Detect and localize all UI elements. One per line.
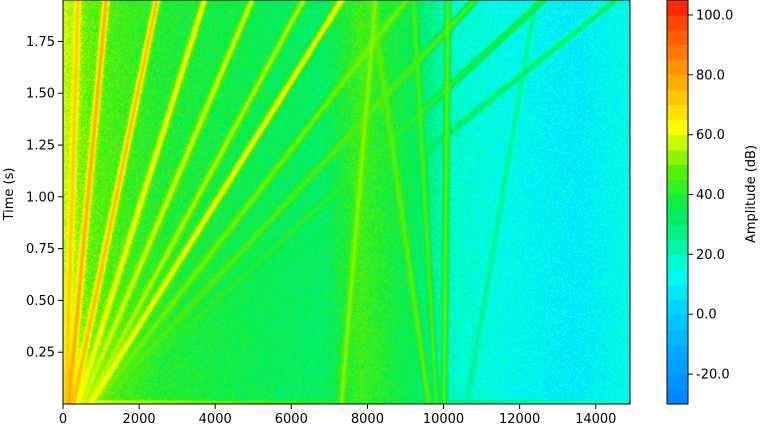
colorbar: -20.0 0.0 20.0 40.0 60.0 80.0 100.0 Amplitude …	[666, 0, 759, 405]
colorbar-gradient	[667, 0, 688, 404]
x-tick-label: 8000	[351, 412, 384, 427]
colorbar-frame	[666, 0, 689, 405]
colorbar-tick-label: 20.0	[696, 248, 725, 263]
y-tick-label: 0.75	[26, 242, 55, 257]
y-tick-label: 1.00	[26, 190, 55, 205]
x-tick-label: 6000	[275, 412, 308, 427]
colorbar-tick-label: 100.0	[696, 8, 733, 23]
y-tick-label: 1.25	[26, 139, 55, 154]
colorbar-tick-label: 60.0	[696, 128, 725, 143]
plot-area	[62, 0, 631, 405]
y-tick-label: 0.25	[26, 346, 55, 361]
spectrogram-image	[63, 0, 630, 404]
x-tick-label: 2000	[123, 412, 156, 427]
y-tick-label: 1.50	[26, 87, 55, 102]
colorbar-ticks: -20.0 0.0 20.0 40.0 60.0 80.0 100.0	[688, 8, 733, 383]
x-axis-ticks: 0 2000 4000 6000 8000 10000 12000 14000	[59, 404, 616, 427]
plot-frame	[62, 0, 631, 405]
colorbar-tick-label: 40.0	[696, 188, 725, 203]
colorbar-tick-label: 0.0	[696, 308, 717, 323]
colorbar-tick-label: 80.0	[696, 68, 725, 83]
x-tick-label: 14000	[575, 412, 616, 427]
y-tick-label: 0.50	[26, 294, 55, 309]
y-axis-ticks: 0.25 0.50 0.75 1.00 1.25 1.50 1.75	[26, 35, 63, 361]
x-tick-label: 12000	[499, 412, 540, 427]
y-axis-label: Time (s)	[2, 168, 17, 222]
colorbar-tick-label: -20.0	[696, 368, 730, 383]
x-tick-label: 4000	[199, 412, 232, 427]
y-tick-label: 1.75	[26, 35, 55, 50]
x-tick-label: 10000	[423, 412, 464, 427]
colorbar-label: Amplitude (dB)	[744, 145, 759, 243]
x-tick-label: 0	[59, 412, 67, 427]
